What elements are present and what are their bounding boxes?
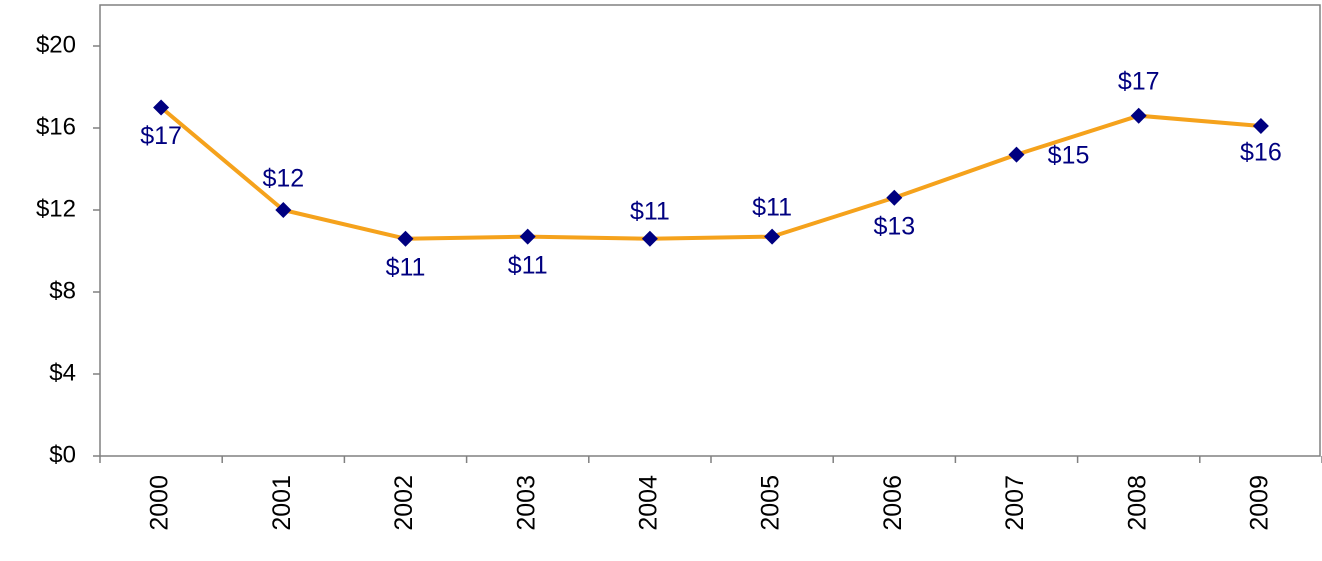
y-tick-label: $4 (49, 359, 76, 386)
marker (641, 230, 658, 247)
marker (397, 230, 414, 247)
marker (1008, 146, 1025, 163)
data-label: $13 (873, 212, 915, 240)
data-label: $11 (508, 251, 548, 279)
y-tick-label: $20 (36, 31, 76, 58)
y-tick-label: $8 (49, 277, 76, 304)
x-tick-label: 2009 (1246, 475, 1274, 531)
x-tick-label: 2000 (146, 475, 174, 531)
data-label: $11 (386, 253, 426, 281)
marker (886, 189, 903, 206)
marker (764, 228, 781, 245)
x-tick-label: 2004 (635, 475, 663, 531)
marker (275, 202, 292, 218)
marker (519, 228, 536, 245)
data-label: $15 (1048, 141, 1090, 169)
data-label: $17 (140, 122, 182, 150)
x-tick-label: 2001 (268, 475, 296, 531)
line (159, 105, 1262, 241)
data-label: $16 (1240, 139, 1282, 167)
marker (1252, 117, 1269, 134)
x-tick-label: 2006 (879, 475, 907, 531)
x-tick-label: 2002 (390, 475, 418, 531)
x-tick-label: 2007 (1001, 475, 1029, 531)
data-label: $11 (630, 197, 670, 225)
y-tick-label: $16 (36, 113, 76, 140)
y-tick-label: $12 (36, 195, 76, 222)
x-tick-label: 2003 (512, 475, 540, 531)
data-label: $12 (262, 165, 304, 193)
data-label: $17 (1118, 67, 1160, 95)
marker (153, 99, 170, 116)
y-tick-label: $0 (49, 441, 76, 468)
x-tick-label: 2005 (757, 475, 785, 531)
data-label: $11 (752, 193, 792, 221)
x-tick-label: 2008 (1123, 475, 1151, 531)
plot-frame (99, 4, 1321, 457)
marker (1130, 107, 1147, 124)
